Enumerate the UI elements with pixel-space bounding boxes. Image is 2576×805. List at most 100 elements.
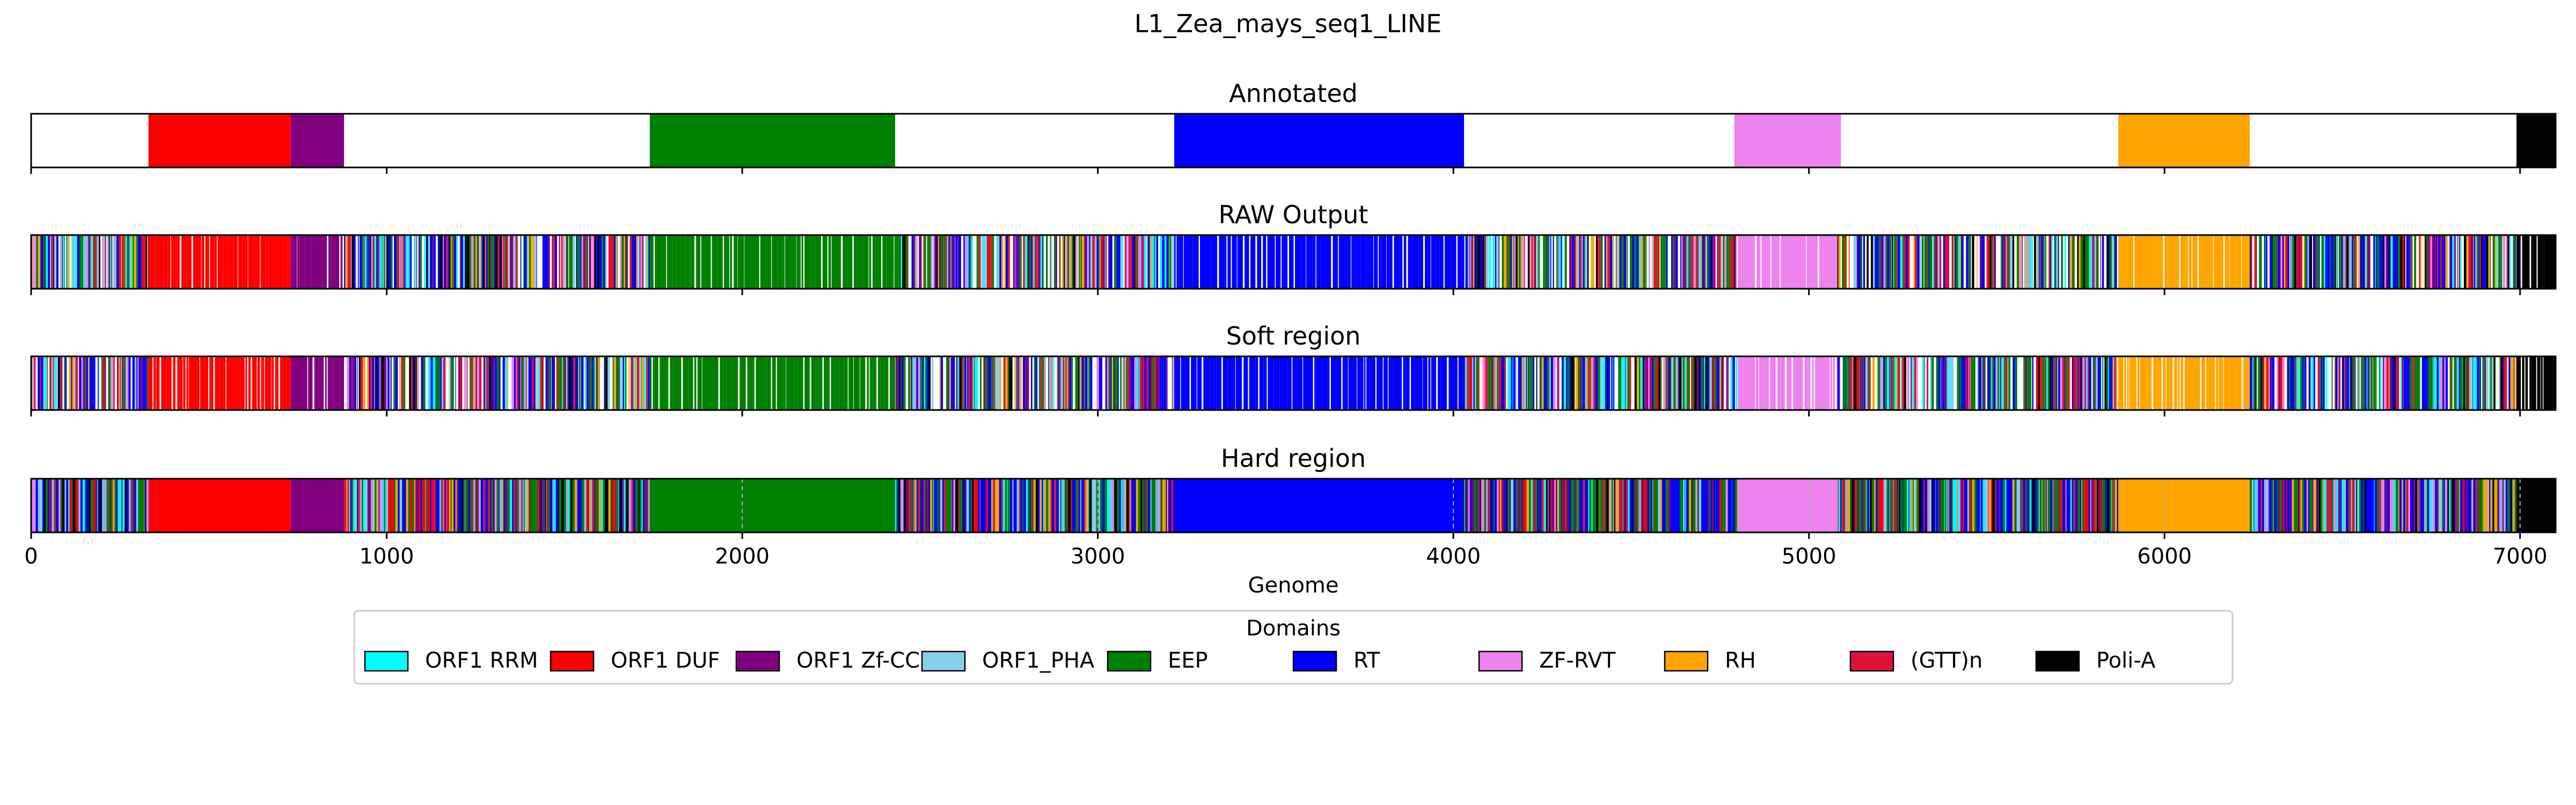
segment-bar (1864, 479, 1866, 532)
segment-bar (898, 356, 899, 410)
segment-bar (197, 356, 200, 410)
segment-bar (1987, 356, 1988, 410)
segment-bar (83, 356, 85, 410)
segment-bar (612, 235, 614, 289)
segment-bar (166, 356, 172, 410)
segment-bar (1563, 479, 1564, 532)
segment-bar (597, 356, 598, 410)
segment-bar (1868, 479, 1870, 532)
segment-bar (1547, 235, 1549, 289)
segment-bar (2385, 235, 2388, 289)
segment-bar (138, 356, 141, 410)
segment-bar (1227, 235, 1231, 289)
segment-bar (577, 235, 580, 289)
segment-bar (142, 356, 144, 410)
segment-bar (2129, 356, 2133, 410)
segment-bar (2510, 356, 2513, 410)
segment-bar (453, 235, 455, 289)
segment-bar (514, 356, 516, 410)
segment-bar (65, 356, 67, 410)
segment-bar (2272, 356, 2275, 410)
segment-bar (1945, 235, 1947, 289)
segment-bar (1062, 235, 1064, 289)
segment-bar (570, 235, 573, 289)
segment-bar (1576, 356, 1578, 410)
segment-bar (1767, 235, 1770, 289)
segment-bar (1842, 356, 1845, 410)
segment-bar (2230, 235, 2236, 289)
segment-bar (2292, 356, 2295, 410)
segment-bar (352, 356, 355, 410)
segment-bar (1626, 356, 1628, 410)
segment-bar (2109, 356, 2111, 410)
segment-bar (2509, 479, 2511, 532)
segment-bar (958, 235, 960, 289)
segment-bar (1575, 479, 1576, 532)
segment-bar (1144, 479, 1146, 532)
segment-bar (946, 479, 949, 532)
segment-bar (1122, 356, 1124, 410)
segment-bar (633, 479, 635, 532)
segment-bar (2008, 479, 2010, 532)
segment-bar (2303, 356, 2304, 410)
segment-bar (2266, 356, 2269, 410)
segment-bar (1472, 479, 1474, 532)
segment-bar (1728, 479, 1730, 532)
segment-bar (1843, 479, 1846, 532)
segment-bar (1018, 356, 1020, 410)
segment-bar (2482, 356, 2485, 410)
segment-bar (1789, 356, 1792, 410)
segment-bar (1063, 356, 1065, 410)
segment-bar (1634, 235, 1637, 289)
segment-bar (1636, 356, 1639, 410)
segment-bar (1464, 235, 1466, 289)
segment-bar (1141, 235, 1142, 289)
segment-bar (385, 235, 387, 289)
segment-bar (2506, 356, 2507, 410)
segment-bar (2319, 356, 2321, 410)
segment-bar (1605, 479, 1606, 532)
segment-bar (2114, 235, 2115, 289)
segment-bar (1520, 356, 1522, 410)
segment-bar (867, 356, 869, 410)
segment-bar (2258, 479, 2260, 532)
segment-bar (1142, 479, 1144, 532)
segment-bar (2456, 356, 2459, 410)
segment-bar (36, 235, 39, 289)
segment-bar (379, 479, 382, 532)
segment-bar (1476, 356, 1479, 410)
segment-bar (1971, 479, 1972, 532)
segment-bar (53, 479, 54, 532)
segment-bar (1881, 356, 1884, 410)
segment-bar (488, 479, 491, 532)
segment-bar (2046, 356, 2048, 410)
segment-bar (60, 356, 62, 410)
segment-bar (767, 356, 771, 410)
segment-bar (2292, 235, 2294, 289)
segment-bar (1085, 356, 1088, 410)
segment-bar (183, 356, 186, 410)
segment-bar (130, 235, 131, 289)
segment-bar (1072, 479, 1074, 532)
segment-bar (1654, 479, 1656, 532)
segment-bar (1871, 479, 1875, 532)
segment-bar (506, 235, 508, 289)
segment-bar (2341, 479, 2344, 532)
segment-bar (1986, 235, 1988, 289)
segment-bar (1064, 235, 1065, 289)
segment-bar (2243, 356, 2248, 410)
segment-bar (1726, 356, 1727, 410)
segment-bar (596, 235, 597, 289)
segment-bar (1977, 235, 1978, 289)
segment-bar (1957, 356, 1960, 410)
segment-bar (1883, 356, 1884, 410)
segment-bar (1617, 479, 1619, 532)
segment-bar (2318, 235, 2320, 289)
segment-bar (941, 235, 944, 289)
segment-bar (2109, 479, 2112, 532)
segment-bar (2304, 235, 2307, 289)
segment-bar (1469, 479, 1472, 532)
segment-bar (198, 235, 201, 289)
segment-bar (1162, 356, 1164, 410)
segment-bar (1850, 356, 1853, 410)
